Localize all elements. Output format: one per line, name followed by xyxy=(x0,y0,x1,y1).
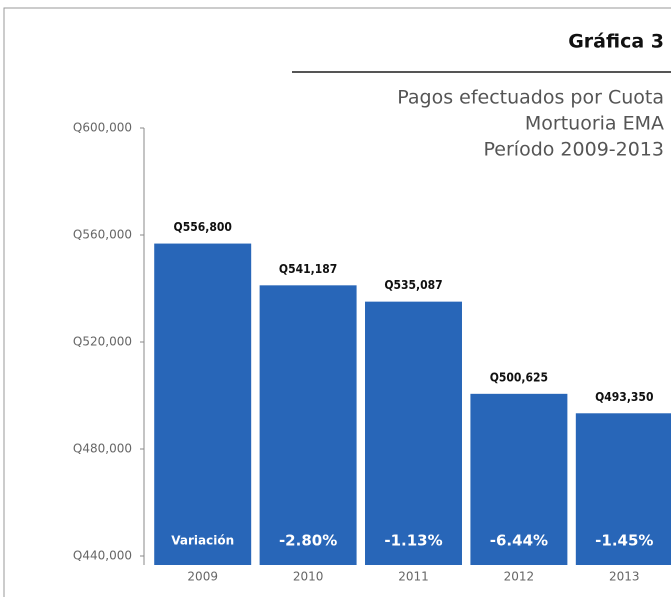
bar xyxy=(259,285,357,565)
y-tick-label: Q600,000 xyxy=(73,121,132,135)
bar xyxy=(154,243,252,565)
value-label: Q541,187 xyxy=(279,262,337,276)
y-tick-label: Q440,000 xyxy=(73,549,132,563)
y-tick-label: Q520,000 xyxy=(73,335,132,349)
x-tick-label: 2013 xyxy=(609,570,640,584)
y-tick-label: Q560,000 xyxy=(73,228,132,242)
x-tick-label: 2012 xyxy=(504,570,535,584)
bar xyxy=(575,413,671,565)
variation: -1.13% xyxy=(384,532,442,550)
variation: -1.45% xyxy=(595,532,653,550)
chart-title: Gráfica 3 xyxy=(568,31,664,53)
bar xyxy=(470,393,568,565)
variation-label: Variación xyxy=(171,534,234,548)
variation: -6.44% xyxy=(490,532,548,550)
value-label: Q535,087 xyxy=(384,278,442,292)
subtitle: Mortuoria EMA xyxy=(525,113,664,135)
subtitle: Pagos efectuados por Cuota xyxy=(397,87,664,109)
subtitle: Período 2009-2013 xyxy=(484,139,664,161)
x-tick-label: 2011 xyxy=(398,570,429,584)
bar xyxy=(365,301,462,565)
value-label: Q500,625 xyxy=(490,370,548,384)
x-tick-label: 2009 xyxy=(187,570,218,584)
value-label: Q556,800 xyxy=(174,220,232,234)
value-label: Q493,350 xyxy=(595,390,653,404)
frame xyxy=(3,7,671,597)
y-tick-label: Q480,000 xyxy=(73,442,132,456)
x-tick-label: 2010 xyxy=(293,570,324,584)
variation: -2.80% xyxy=(279,532,337,550)
